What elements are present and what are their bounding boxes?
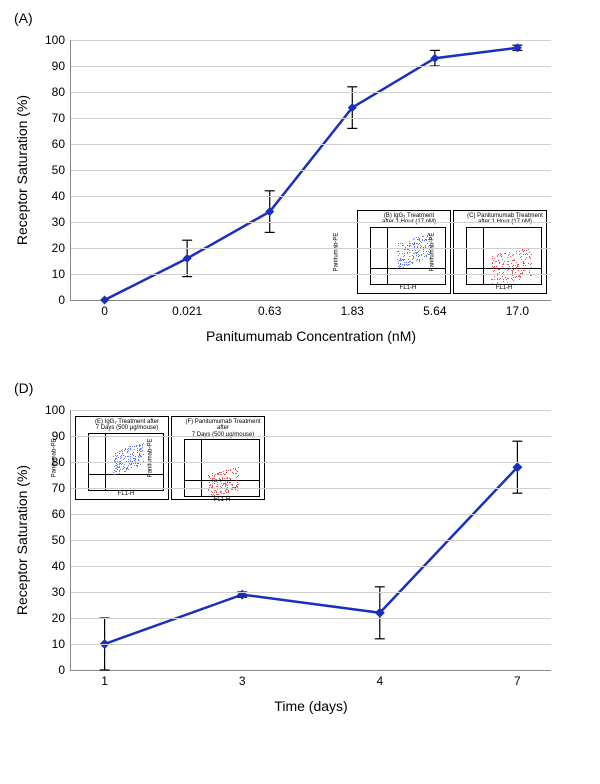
ytick-label: 50	[33, 533, 65, 547]
ytick-label: 0	[33, 293, 65, 307]
ytick-label: 90	[33, 59, 65, 73]
ytick-label: 60	[33, 507, 65, 521]
ytick-label: 80	[33, 85, 65, 99]
chart-a-plot: (B) IgG₂ Treatmentafter 1 Hour (17 nM) FL…	[70, 40, 551, 301]
ytick-label: 80	[33, 455, 65, 469]
ytick-label: 40	[33, 189, 65, 203]
ytick-label: 20	[33, 241, 65, 255]
inset-title: (C) Panitumumab Treatmentafter 1 Hour (1…	[466, 213, 544, 226]
xtick-label: 5.64	[423, 304, 446, 318]
chart-a-frame: (B) IgG₂ Treatmentafter 1 Hour (17 nM) FL…	[10, 30, 570, 360]
chart-a-ylabel: Receptor Saturation (%)	[14, 95, 30, 245]
xtick-label: 0.021	[172, 304, 202, 318]
chart-a-xlabel: Panitumumab Concentration (nM)	[206, 328, 416, 344]
ytick-label: 0	[33, 663, 65, 677]
xtick-label: 0	[101, 304, 108, 318]
ytick-label: 60	[33, 137, 65, 151]
panel-a-label: (A)	[14, 10, 570, 26]
ytick-label: 70	[33, 481, 65, 495]
panel-d: (D) (E) IgG₂ Treatment after7 Days (500 …	[10, 380, 570, 730]
xtick-label: 7	[514, 674, 521, 688]
ytick-label: 50	[33, 163, 65, 177]
xtick-label: 17.0	[506, 304, 529, 318]
ytick-label: 70	[33, 111, 65, 125]
ytick-label: 100	[33, 403, 65, 417]
ytick-label: 10	[33, 267, 65, 281]
chart-d-frame: (E) IgG₂ Treatment after7 Days (500 μg/m…	[10, 400, 570, 730]
xtick-label: 0.63	[258, 304, 281, 318]
ytick-label: 90	[33, 429, 65, 443]
xtick-label: 1	[101, 674, 108, 688]
ytick-label: 20	[33, 611, 65, 625]
inset-title: (B) IgG₂ Treatmentafter 1 Hour (17 nM)	[370, 213, 448, 226]
chart-d-plot: (E) IgG₂ Treatment after7 Days (500 μg/m…	[70, 410, 551, 671]
inset-plot: FL1-H	[466, 227, 542, 285]
panel-d-label: (D)	[14, 380, 570, 396]
xtick-label: 4	[376, 674, 383, 688]
inset-title: (E) IgG₂ Treatment after7 Days (500 μg/m…	[88, 419, 166, 432]
ytick-label: 30	[33, 585, 65, 599]
ytick-label: 10	[33, 637, 65, 651]
xtick-label: 3	[239, 674, 246, 688]
chart-d-xlabel: Time (days)	[274, 698, 347, 714]
ytick-label: 40	[33, 559, 65, 573]
ytick-label: 30	[33, 215, 65, 229]
chart-d-ylabel: Receptor Saturation (%)	[14, 465, 30, 615]
panel-a: (A) (B) IgG₂ Treatmentafter 1 Hour (17 n…	[10, 10, 570, 360]
ytick-label: 100	[33, 33, 65, 47]
xtick-label: 1.83	[341, 304, 364, 318]
